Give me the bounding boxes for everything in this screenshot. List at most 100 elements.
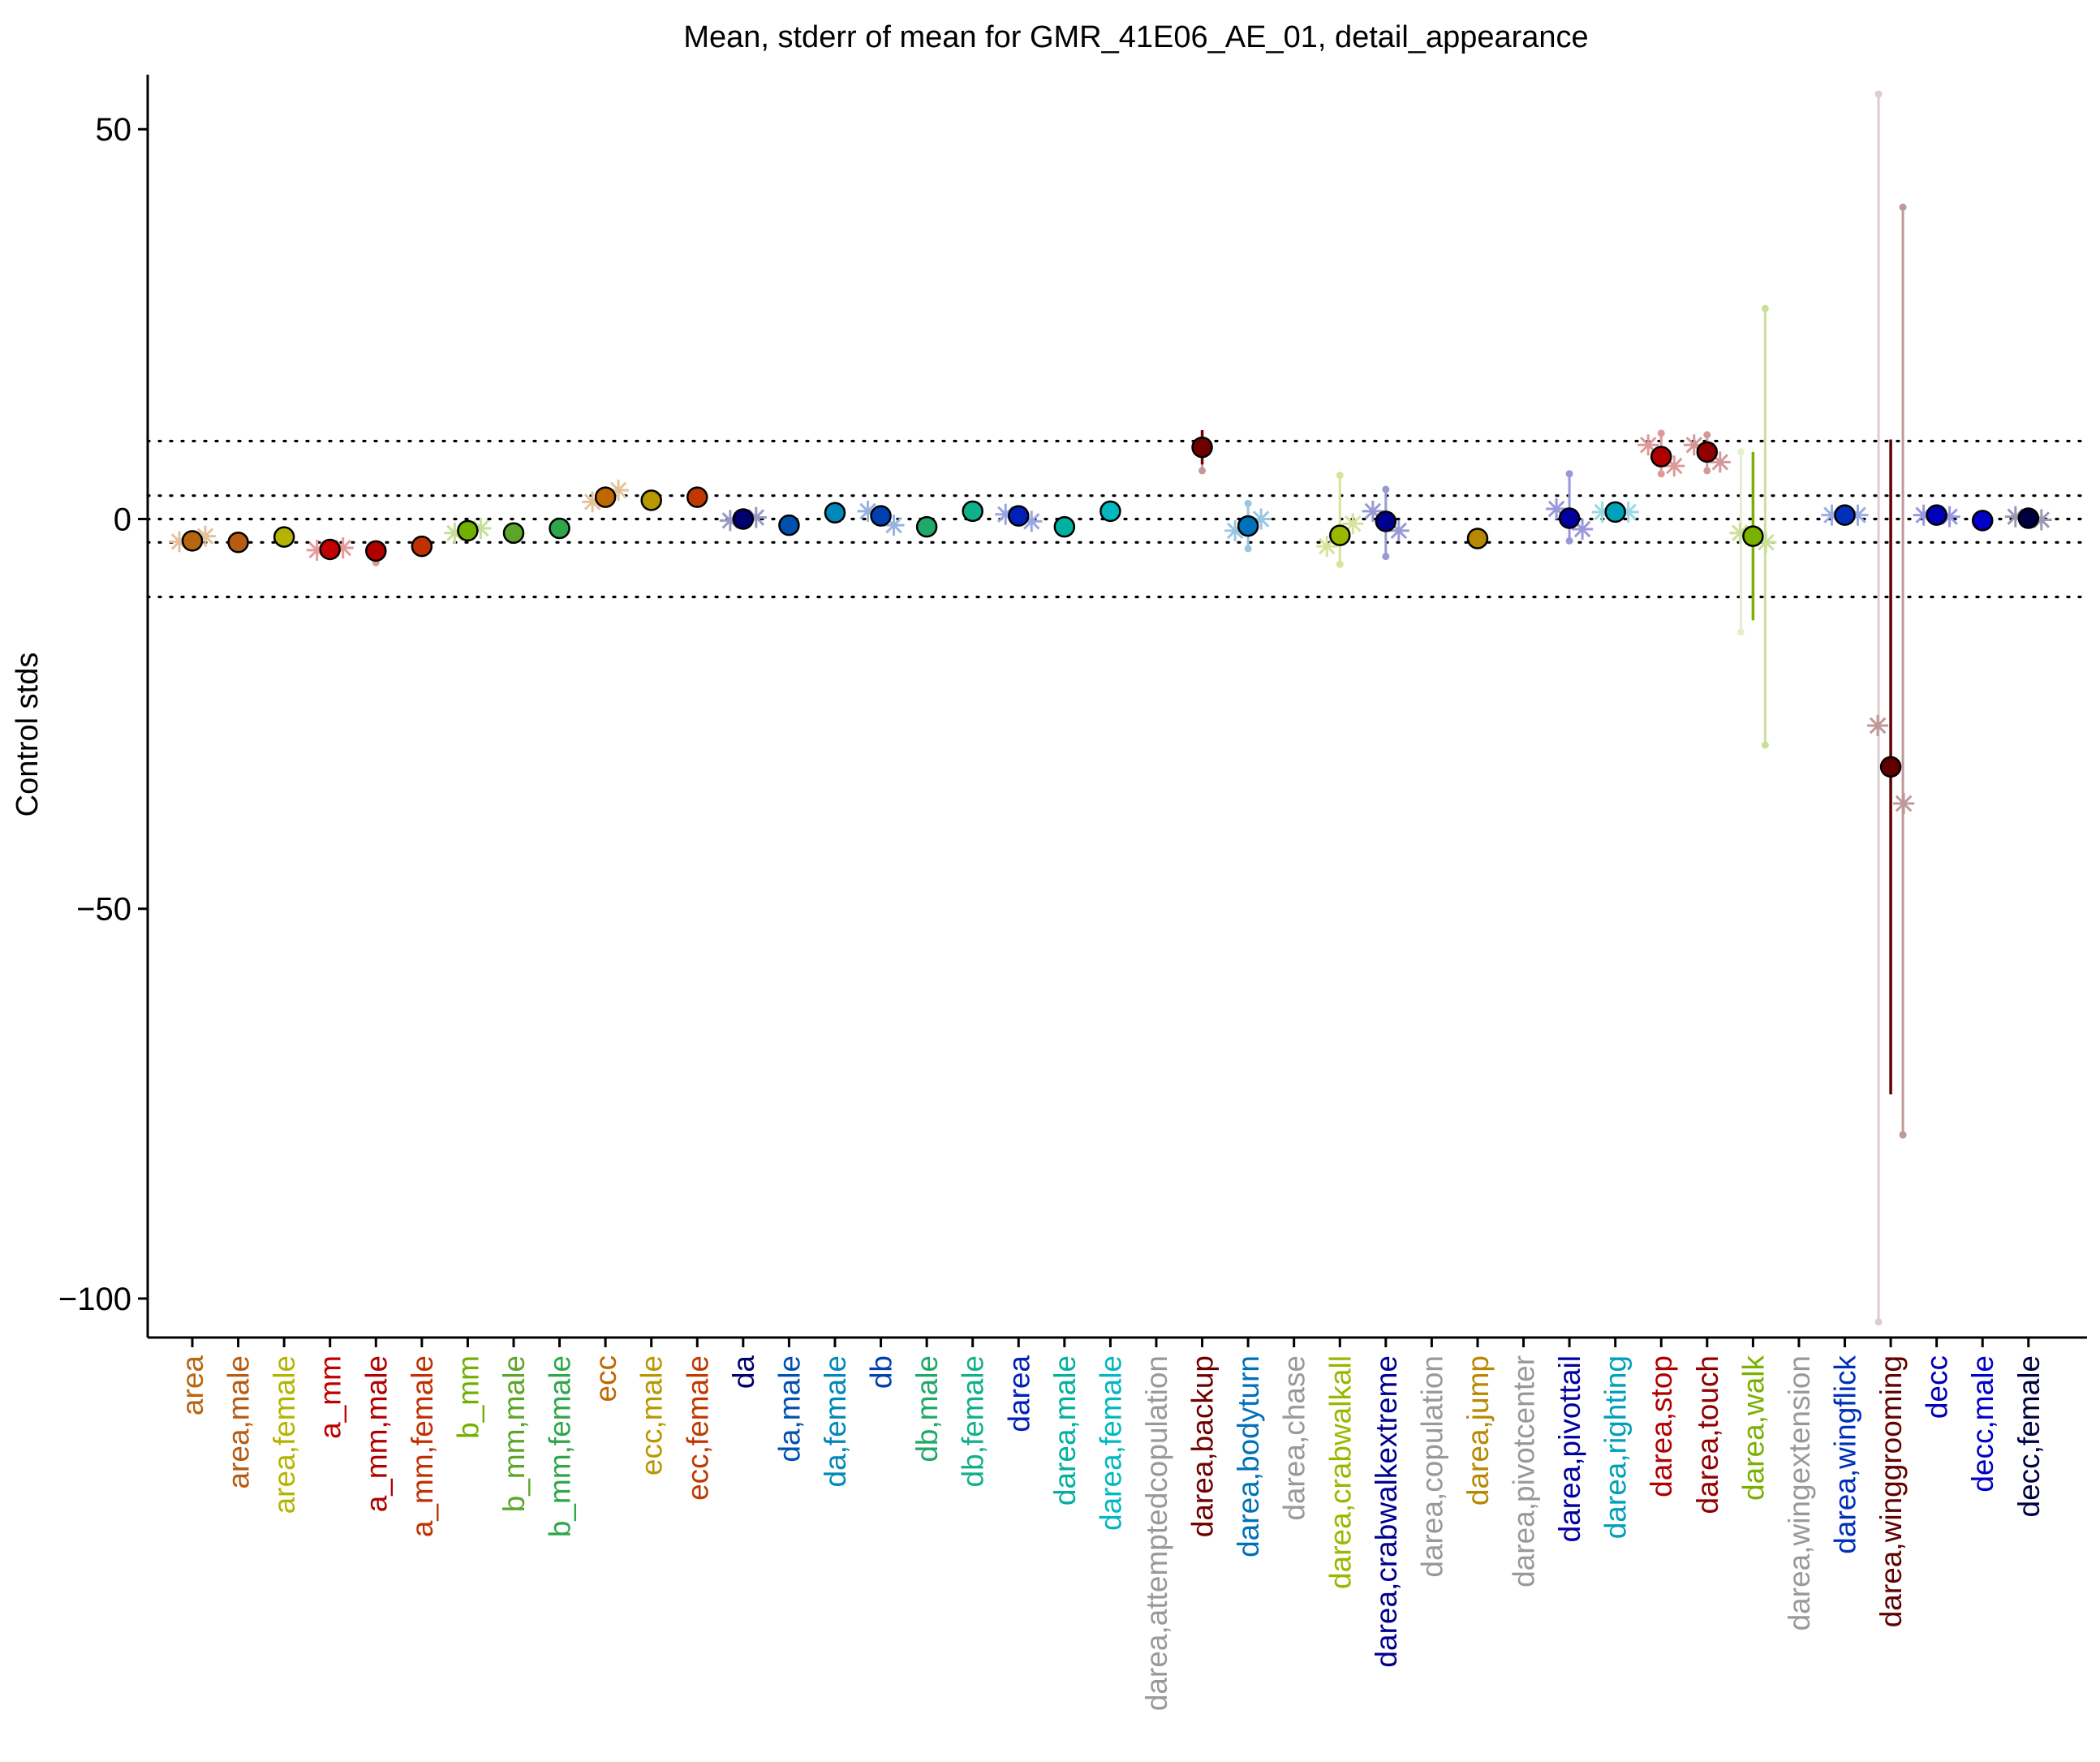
x-tick-label: db,male: [910, 1355, 944, 1463]
x-tick-label: b_mm: [451, 1355, 484, 1439]
x-tick-label: darea,wingextension: [1783, 1355, 1816, 1631]
y-tick-label: −100: [58, 1282, 131, 1317]
sex-error-end: [1657, 429, 1665, 437]
axes: [146, 75, 2087, 1347]
sex-error-end: [1874, 1318, 1883, 1326]
mean-point: [181, 530, 204, 552]
sex-mean-marker: [1388, 519, 1409, 541]
mean-point: [1329, 524, 1351, 546]
sex-error-end: [1565, 470, 1573, 478]
sex-mean-marker: [883, 515, 905, 536]
sex-mean-marker: [1893, 793, 1915, 815]
y-tick-label: 50: [96, 112, 132, 148]
x-tick-label: darea,bodyturn: [1232, 1355, 1265, 1557]
sex-error-end: [1703, 431, 1711, 439]
mean-point: [1008, 505, 1030, 527]
sex-error-end: [1899, 1131, 1907, 1139]
mean-point: [594, 486, 617, 508]
x-tick-label: darea,pivottail: [1553, 1355, 1586, 1542]
x-tick-label: darea,walk: [1736, 1355, 1770, 1501]
mean-point: [1099, 500, 1121, 523]
sex-error-end: [1761, 304, 1769, 312]
sex-error-end: [1703, 467, 1711, 475]
mean-point: [411, 535, 433, 558]
mean-point: [273, 526, 295, 548]
mean-point: [1971, 510, 1994, 532]
mean-point: [640, 489, 662, 511]
mean-point: [732, 508, 755, 530]
sex-error-end: [1761, 741, 1769, 749]
sex-error-end: [1899, 203, 1907, 211]
mean-point: [1926, 504, 1947, 526]
x-tick-label: a_mm,male: [359, 1355, 393, 1512]
x-tick-label: ecc,male: [635, 1355, 669, 1476]
sex-error-end: [1382, 485, 1390, 493]
mean-point: [1742, 525, 1764, 547]
x-tick-label: db,female: [957, 1355, 990, 1488]
sex-error-end: [1336, 560, 1344, 568]
x-tick-label: darea,jump: [1461, 1355, 1495, 1506]
x-tick-label: decc,female: [2012, 1355, 2046, 1518]
mean-point: [1696, 441, 1719, 463]
sex-mean-marker: [1867, 715, 1889, 737]
x-tick-label: area,female: [268, 1355, 301, 1514]
x-tick-label: darea,pivotcenter: [1508, 1355, 1541, 1588]
sex-error-end: [1198, 467, 1207, 475]
mean-point: [502, 522, 525, 545]
sex-error-end: [1382, 553, 1390, 561]
sex-error-end: [1736, 628, 1745, 636]
x-tick-label: da,female: [819, 1355, 852, 1488]
sex-mean-marker: [1342, 513, 1364, 535]
mean-point: [1558, 507, 1581, 529]
mean-point: [1834, 504, 1856, 526]
sex-error-end: [1244, 545, 1252, 553]
x-tick-label: darea,copulation: [1415, 1355, 1448, 1578]
chart-title: Mean, stderr of mean for GMR_41E06_AE_01…: [683, 20, 1588, 54]
sex-error-end: [1874, 90, 1883, 98]
mean-point: [227, 532, 249, 554]
sex-error-end: [1657, 470, 1665, 478]
x-tick-label: darea,backup: [1186, 1355, 1220, 1537]
x-tick-label: darea,winggrooming: [1874, 1355, 1908, 1627]
x-tick-label: area,male: [222, 1355, 256, 1489]
data-marks: [169, 90, 2052, 1326]
sex-mean-marker: [1637, 434, 1659, 456]
mean-point: [1879, 756, 1902, 778]
x-tick-labels: area area,male area,female a_mm a_mm,male a_m…: [176, 1355, 2046, 1712]
mean-point: [1604, 501, 1626, 523]
mean-point: [778, 514, 800, 536]
mean-point: [915, 515, 938, 538]
x-tick-label: darea,righting: [1599, 1355, 1633, 1539]
y-tick-label: −50: [76, 892, 131, 928]
mean-point: [319, 538, 341, 561]
x-tick-label: darea,stop: [1645, 1355, 1678, 1497]
x-tick-label: da: [727, 1355, 760, 1389]
y-ticks: 50 0 −50 −100: [58, 112, 148, 1317]
mean-point: [1650, 446, 1672, 467]
sex-mean-marker: [1316, 536, 1338, 558]
mean-point: [870, 505, 892, 527]
x-tick-label: ecc,female: [681, 1355, 714, 1501]
x-tick-label: area: [176, 1355, 209, 1415]
x-tick-label: da,male: [772, 1355, 806, 1463]
mean-point: [1375, 511, 1397, 532]
sex-error-end: [1244, 499, 1252, 507]
y-tick-label: 0: [114, 502, 131, 537]
y-axis-label: Control stds: [11, 653, 45, 817]
x-tick-label: db: [865, 1355, 898, 1389]
x-tick-label: darea,female: [1094, 1355, 1127, 1531]
x-tick-label: ecc: [589, 1355, 622, 1402]
mean-point: [1237, 515, 1259, 537]
sex-error-end: [1565, 536, 1573, 545]
x-tick-label: darea,male: [1048, 1355, 1082, 1506]
mean-point: [1466, 528, 1489, 549]
x-tick-label: a_mm: [314, 1355, 347, 1439]
mean-point: [686, 486, 708, 508]
sex-error-end: [1336, 472, 1344, 480]
mean-point: [2017, 507, 2040, 529]
mean-point: [1191, 436, 1213, 459]
x-tick-label: darea,crabwalkextreme: [1370, 1355, 1403, 1668]
mean-point: [549, 517, 570, 540]
x-tick-label: darea,crabwalkall: [1323, 1355, 1357, 1589]
